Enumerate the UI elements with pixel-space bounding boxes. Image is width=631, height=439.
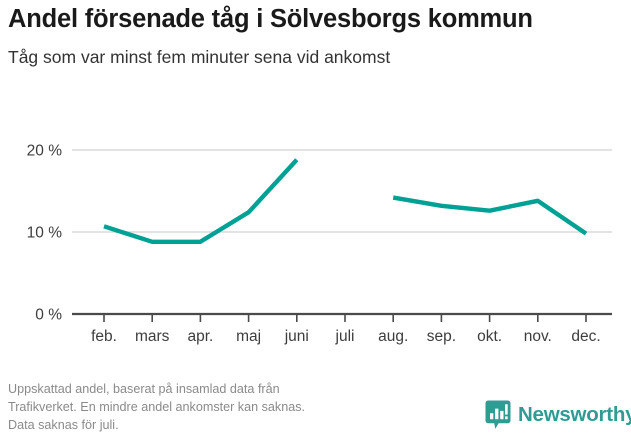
chart-subtitle: Tåg som var minst fem minuter sena vid a… (8, 46, 391, 67)
y-axis-label-0: 0 % (35, 307, 62, 324)
x-axis-label-okt: okt. (477, 328, 502, 345)
chart-header: Andel försenade tåg i Sölvesborgs kommun… (8, 4, 608, 68)
data-line-segment (103, 158, 299, 245)
data-series-line (103, 158, 588, 245)
x-axis-label-feb: feb. (91, 328, 117, 345)
bar-chart-speech-bubble-icon (485, 400, 511, 429)
x-axis-label-maj: maj (236, 328, 261, 345)
x-axis-label-juni: juni (284, 328, 309, 345)
chart-plot-area: 20 % 10 % 0 % feb. mars apr. maj juni juli aug… (0, 138, 631, 363)
x-axis-label-juli: juli (335, 328, 355, 345)
x-axis-label-aug: aug. (378, 328, 408, 345)
newsworthy-logo: Newsworthy (485, 400, 631, 431)
x-axis-label-dec: dec. (571, 328, 600, 345)
newsworthy-wordmark: Newsworthy (518, 403, 631, 427)
x-axis-ticks (103, 314, 587, 322)
x-axis-label-nov: nov. (524, 328, 552, 345)
line-chart-svg: 20 % 10 % 0 % feb. mars apr. maj juni juli aug… (27, 143, 612, 345)
chart-source-note: Uppskattad andel, baserat på insamlad da… (8, 382, 306, 432)
x-axis-label-sep: sep. (427, 328, 456, 345)
chart-footer: Uppskattad andel, baserat på insamlad da… (8, 381, 631, 437)
y-axis-label-20: 20 % (27, 143, 63, 160)
x-axis-label-mars: mars (135, 328, 170, 345)
y-axis-label-10: 10 % (27, 225, 63, 242)
chart-gridlines (72, 149, 612, 233)
x-axis-label-apr: apr. (187, 328, 213, 345)
data-line-segment (392, 195, 588, 236)
page-title: Andel försenade tåg i Sölvesborgs kommun (8, 5, 533, 33)
y-axis-labels: 20 % 10 % 0 % (27, 143, 63, 324)
x-axis-labels: feb. mars apr. maj juni juli aug. sep. okt. nov. d… (91, 328, 601, 345)
